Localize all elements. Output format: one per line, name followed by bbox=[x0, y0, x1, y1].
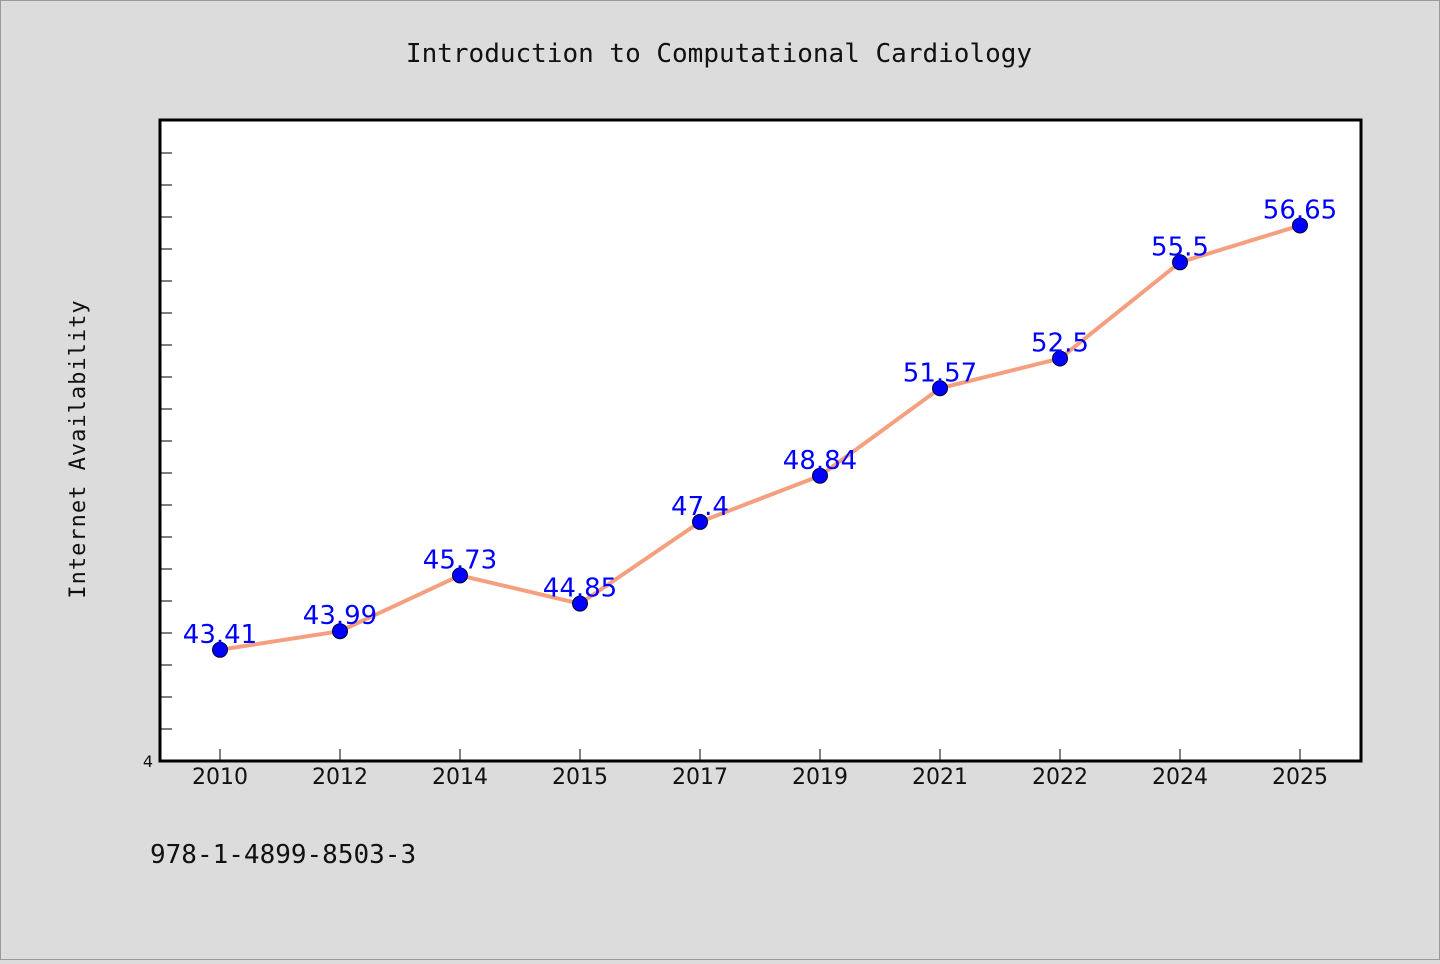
data-point bbox=[572, 595, 588, 612]
x-tick-label: 2012 bbox=[312, 765, 368, 790]
isbn-footer: 978-1-4899-8503-3 bbox=[150, 840, 416, 870]
data-label: 45.73 bbox=[423, 545, 497, 575]
data-point bbox=[212, 641, 228, 658]
x-tick-label: 2019 bbox=[792, 765, 848, 790]
y-axis-label: Internet Availability bbox=[66, 299, 91, 598]
x-tick-label: 2017 bbox=[672, 765, 728, 790]
x-tick-label: 2024 bbox=[1152, 765, 1208, 790]
x-tick-label: 2015 bbox=[552, 765, 608, 790]
data-point bbox=[332, 623, 348, 640]
series-line-group bbox=[219, 223, 1301, 652]
x-tick-label: 2021 bbox=[912, 765, 968, 790]
data-point bbox=[1172, 254, 1188, 271]
data-points bbox=[212, 217, 1308, 658]
data-label: 43.41 bbox=[183, 620, 257, 650]
data-label: 47.4 bbox=[671, 492, 729, 522]
data-labels: 43.41 43.99 45.73 44.85 47.4 48.84 51.57 52.5 55… bbox=[183, 195, 1337, 649]
data-label: 43.99 bbox=[303, 601, 377, 631]
x-tick-label: 2022 bbox=[1032, 765, 1088, 790]
data-label: 52.5 bbox=[1031, 328, 1089, 358]
data-label: 44.85 bbox=[543, 574, 617, 604]
data-point bbox=[1052, 350, 1068, 367]
series-line bbox=[219, 223, 1301, 652]
x-axis-ticks: 2010 2012 2014 2015 2017 2019 2021 2022 2024 2025 bbox=[192, 749, 1328, 790]
data-point bbox=[692, 513, 708, 530]
data-label: 55.5 bbox=[1151, 232, 1209, 262]
y-tick-label: 4 bbox=[143, 752, 153, 771]
x-tick-label: 2014 bbox=[432, 765, 488, 790]
chart-title: Introduction to Computational Cardiology bbox=[406, 39, 1032, 69]
x-tick-label: 2025 bbox=[1272, 765, 1328, 790]
data-point bbox=[932, 380, 948, 397]
y-axis-ticks bbox=[160, 152, 172, 762]
plot-area bbox=[158, 118, 1363, 763]
data-point bbox=[812, 467, 828, 484]
data-label: 56.65 bbox=[1263, 195, 1337, 225]
data-label: 51.57 bbox=[903, 358, 977, 388]
data-point bbox=[1292, 217, 1308, 234]
x-tick-label: 2010 bbox=[192, 765, 248, 790]
data-label: 48.84 bbox=[783, 446, 857, 476]
data-point bbox=[452, 567, 468, 584]
